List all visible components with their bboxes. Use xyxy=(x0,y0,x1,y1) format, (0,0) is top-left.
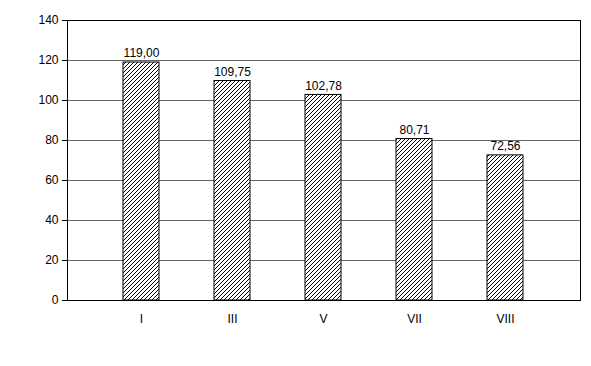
svg-text:40: 40 xyxy=(45,213,59,227)
svg-text:80: 80 xyxy=(45,133,59,147)
svg-text:20: 20 xyxy=(45,253,59,267)
svg-text:I: I xyxy=(140,312,143,326)
svg-text:80,71: 80,71 xyxy=(399,123,429,137)
svg-text:109,75: 109,75 xyxy=(214,65,251,79)
svg-text:VIII: VIII xyxy=(496,312,514,326)
svg-text:72,56: 72,56 xyxy=(490,139,520,153)
svg-text:V: V xyxy=(319,312,327,326)
svg-text:III: III xyxy=(227,312,237,326)
svg-text:102,78: 102,78 xyxy=(305,79,342,93)
svg-text:0: 0 xyxy=(52,293,59,307)
svg-text:60: 60 xyxy=(45,173,59,187)
svg-text:100: 100 xyxy=(38,93,58,107)
svg-text:120: 120 xyxy=(38,53,58,67)
svg-text:140: 140 xyxy=(38,13,58,27)
svg-text:119,00: 119,00 xyxy=(124,46,160,60)
svg-text:VII: VII xyxy=(407,312,422,326)
